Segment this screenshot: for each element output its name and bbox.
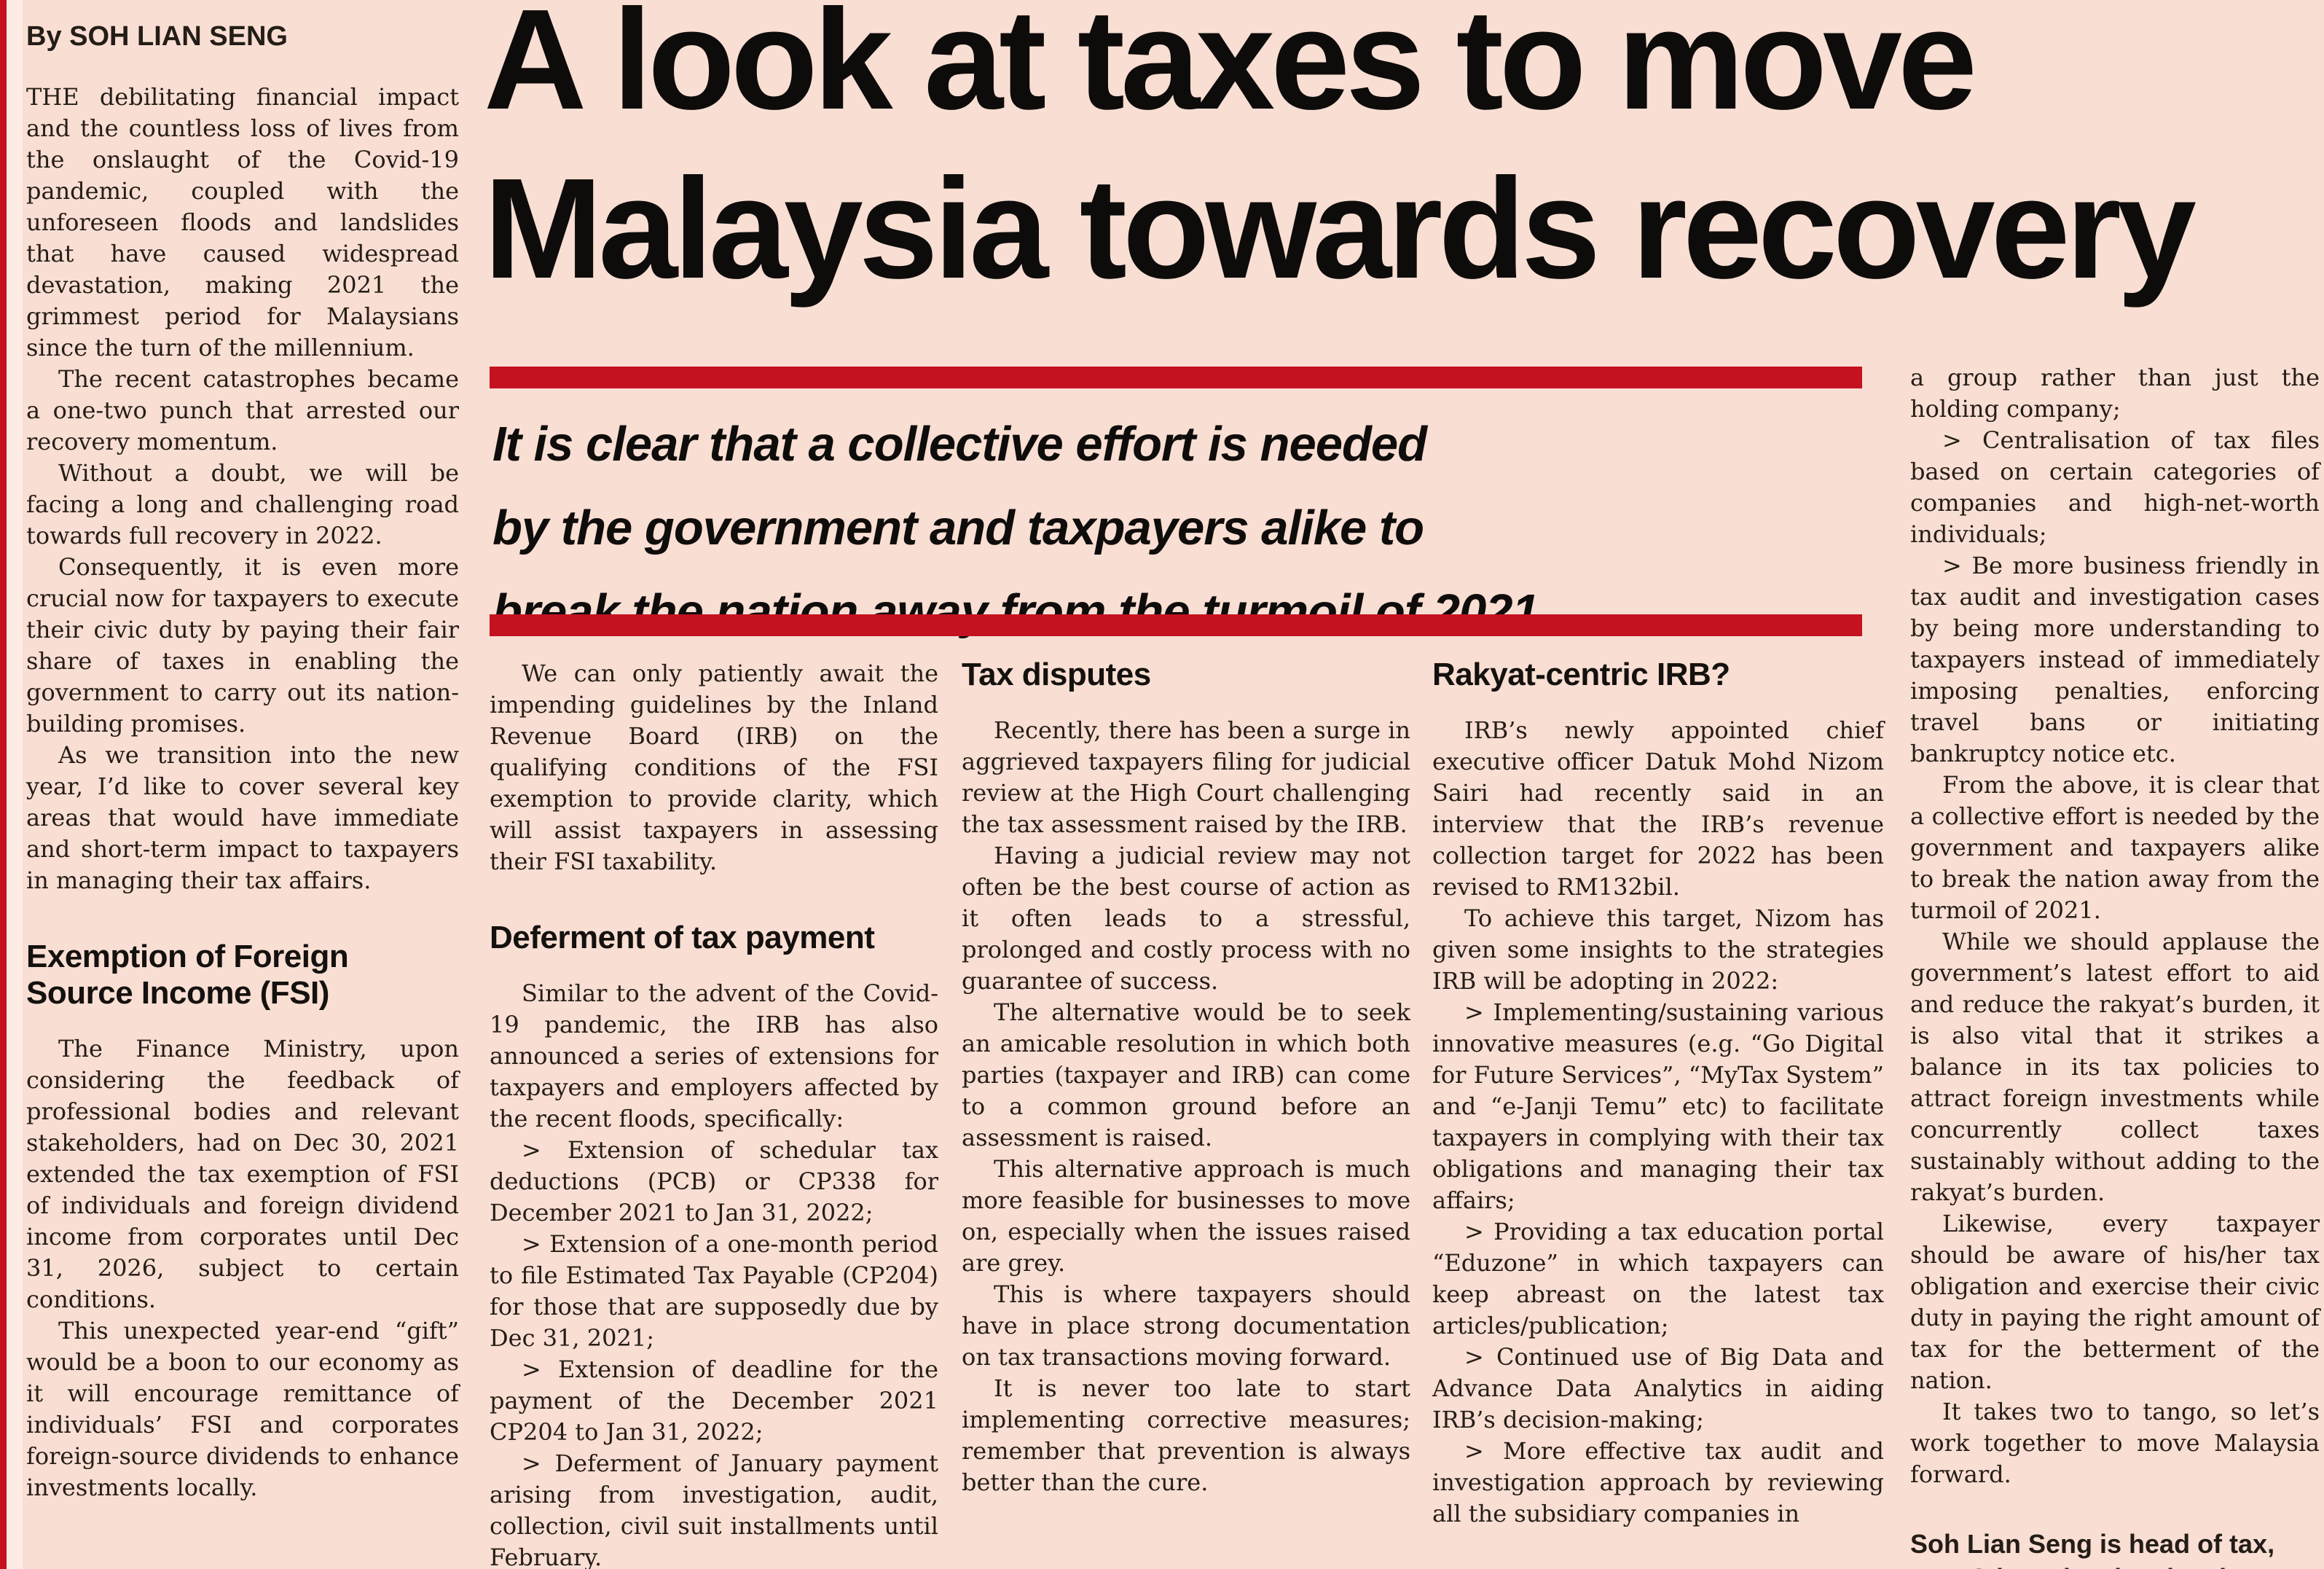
article-headline: A look at taxes to move Malaysia towards… xyxy=(484,0,2324,313)
paragraph: From the above, it is clear that a colle… xyxy=(1910,771,2320,924)
pull-quote-rule-top xyxy=(490,367,1862,388)
paragraph: While we should applause the government’… xyxy=(1910,928,2320,1206)
pull-quote-line-2: by the government and taxpayers alike to xyxy=(492,501,1424,555)
paragraph: Having a judicial review may not often b… xyxy=(962,842,1410,995)
section-heading-tax-disputes: Tax disputes xyxy=(962,657,1151,692)
section-heading-fsi-exemption: Exemption of Foreign Source Income (FSI) xyxy=(26,939,349,1012)
paragraph: This is where taxpayers should have in p… xyxy=(962,1280,1410,1372)
paragraph: > Extension of a one-month period to fil… xyxy=(490,1230,938,1353)
column-3: Tax disputes Recently, there has been a … xyxy=(962,652,1410,1498)
section-heading-rakyat-centric-irb: Rakyat-centric IRB? xyxy=(1432,657,1730,692)
paragraph: > Implementing/sustaining various innova… xyxy=(1432,998,1884,1215)
byline: By SOH LIAN SENG xyxy=(26,21,288,52)
paragraph: The alternative would be to seek an amic… xyxy=(962,998,1410,1152)
paragraph: > Centralisation of tax files based on c… xyxy=(1910,426,2320,548)
paragraph: Recently, there has been a surge in aggr… xyxy=(962,716,1411,839)
paragraph: It takes two to tango, so let’s work tog… xyxy=(1910,1398,2320,1488)
column-5: a group rather than just the holding com… xyxy=(1910,362,2320,1569)
headline-line-1: A look at taxes to move xyxy=(484,0,1977,139)
pull-quote-line-3: break the nation away from the turmoil o… xyxy=(492,584,1552,639)
paragraph: The recent catastrophes became a one-two… xyxy=(26,365,459,455)
paragraph: a group rather than just the holding com… xyxy=(1910,364,2320,423)
page-left-red-border xyxy=(0,0,7,1569)
paragraph: IRB’s newly appointed chief executive of… xyxy=(1432,716,1884,901)
paragraph: THE debilitating financial impact and th… xyxy=(26,83,459,361)
column-4: Rakyat-centric IRB? IRB’s newly appointe… xyxy=(1432,652,1884,1530)
paragraph: > Extension of deadline for the payment … xyxy=(490,1355,938,1447)
paragraph: Likewise, every taxpayer should be aware… xyxy=(1910,1210,2320,1394)
paragraph: Similar to the advent of the Covid-19 pa… xyxy=(490,979,938,1133)
paragraph: This alternative approach is much more f… xyxy=(962,1155,1410,1277)
pull-quote-rule-bottom xyxy=(490,614,1862,636)
paragraph: We can only patiently await the impendin… xyxy=(490,660,938,875)
paragraph: This unexpected year-end “gift” would be… xyxy=(26,1317,459,1502)
paragraph: > Continued use of Big Data and Advance … xyxy=(1432,1343,1884,1434)
paragraph: > More effective tax audit and investiga… xyxy=(1432,1437,1884,1528)
paragraph: It is never too late to start implementi… xyxy=(962,1374,1410,1497)
paragraph: The Finance Ministry, upon considering t… xyxy=(26,1035,459,1314)
headline-line-2: Malaysia towards recovery xyxy=(484,149,2197,308)
column-1: By SOH LIAN SENG THE debilitating financ… xyxy=(26,20,459,1503)
paragraph: Consequently, it is even more crucial no… xyxy=(26,553,459,737)
paragraph: > Extension of schedular tax deductions … xyxy=(490,1136,938,1227)
page-left-scan-edge xyxy=(7,0,23,1569)
section-heading-deferment: Deferment of tax payment xyxy=(490,920,875,955)
column-2: We can only patiently await the impendin… xyxy=(490,658,938,1569)
paragraph: Without a doubt, we will be facing a lon… xyxy=(26,459,459,549)
paragraph: > Be more business friendly in tax audit… xyxy=(1910,552,2320,767)
author-credit: Soh Lian Seng is head of tax, KPMG in Ma… xyxy=(1910,1529,2276,1569)
paragraph: To achieve this target, Nizom has given … xyxy=(1432,904,1884,995)
paragraph: > Deferment of January payment arising f… xyxy=(490,1449,938,1569)
paragraph: As we transition into the new year, I’d … xyxy=(26,741,459,894)
pull-quote-line-1: It is clear that a collective effort is … xyxy=(492,417,1427,472)
paragraph: > Providing a tax education portal “Eduz… xyxy=(1432,1218,1884,1340)
